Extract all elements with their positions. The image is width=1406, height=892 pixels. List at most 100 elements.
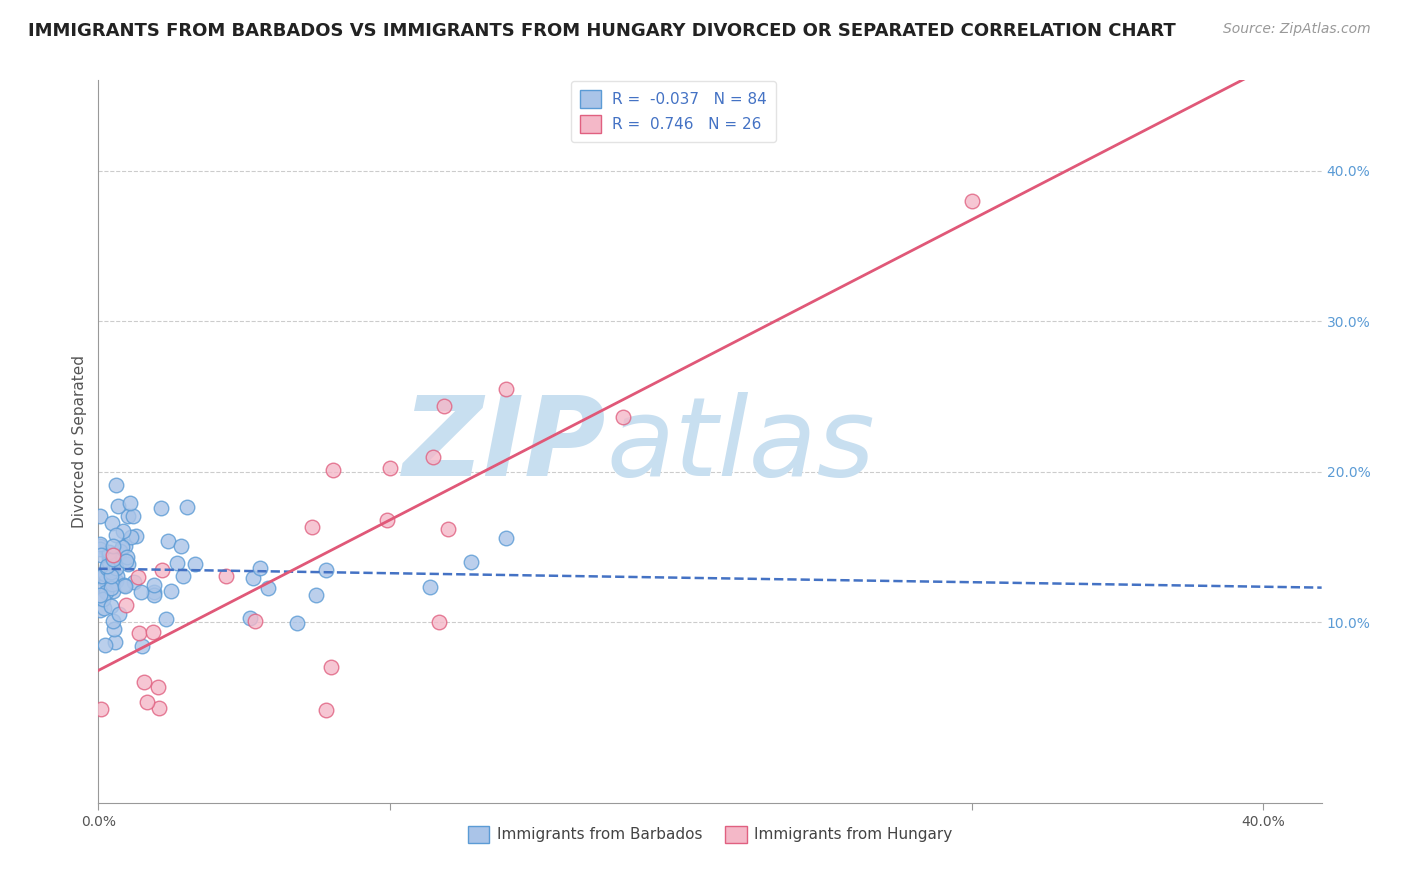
Point <box>172 569 194 583</box>
Point <box>107 499 129 513</box>
Point <box>93 579 115 593</box>
Point <box>155 612 177 626</box>
Point <box>93 600 115 615</box>
Point <box>105 568 128 582</box>
Point <box>89 539 111 553</box>
Point <box>108 544 131 558</box>
Point <box>142 578 165 592</box>
Point <box>103 551 125 566</box>
Point <box>112 578 135 592</box>
Point <box>96 558 118 573</box>
Point <box>103 551 125 566</box>
Y-axis label: Divorced or Separated: Divorced or Separated <box>72 355 87 528</box>
Point <box>89 541 111 556</box>
Point <box>150 563 173 577</box>
Point <box>427 615 450 629</box>
Point <box>117 508 139 523</box>
Point <box>105 574 128 588</box>
Point <box>120 530 142 544</box>
Point <box>100 566 122 580</box>
Text: ZIP: ZIP <box>402 392 606 499</box>
Point <box>239 611 262 625</box>
Point <box>104 478 127 492</box>
Point <box>378 461 401 475</box>
Legend: Immigrants from Barbados, Immigrants from Hungary: Immigrants from Barbados, Immigrants fro… <box>461 820 959 849</box>
Point <box>127 570 149 584</box>
Point <box>115 599 138 613</box>
Point <box>321 660 343 674</box>
Point <box>101 539 124 553</box>
Point <box>90 701 112 715</box>
Point <box>315 563 337 577</box>
Point <box>111 541 134 555</box>
Point <box>322 463 344 477</box>
Point <box>142 624 165 639</box>
Point <box>134 675 156 690</box>
Point <box>301 520 323 534</box>
Point <box>131 639 153 653</box>
Point <box>121 508 143 523</box>
Point <box>166 556 188 570</box>
Point <box>170 540 193 554</box>
Point <box>242 572 264 586</box>
Point <box>128 626 150 640</box>
Point <box>149 501 172 516</box>
Point <box>117 558 139 572</box>
Point <box>160 583 183 598</box>
Point <box>98 544 121 558</box>
Point <box>419 580 441 594</box>
Point <box>184 557 207 571</box>
Point <box>96 560 118 574</box>
Point <box>101 562 124 576</box>
Point <box>437 522 460 536</box>
Point <box>122 574 145 589</box>
Point <box>285 615 308 630</box>
Point <box>108 607 131 622</box>
Point <box>129 585 152 599</box>
Point <box>103 549 125 563</box>
Text: IMMIGRANTS FROM BARBADOS VS IMMIGRANTS FROM HUNGARY DIVORCED OR SEPARATED CORREL: IMMIGRANTS FROM BARBADOS VS IMMIGRANTS F… <box>28 22 1175 40</box>
Point <box>98 548 121 562</box>
Point <box>612 409 634 424</box>
Point <box>101 584 124 599</box>
Point <box>100 599 122 614</box>
Point <box>100 582 122 596</box>
Point <box>100 569 122 583</box>
Point <box>112 524 135 538</box>
Point <box>101 577 124 591</box>
Point <box>136 695 159 709</box>
Point <box>90 549 112 563</box>
Point <box>148 701 170 715</box>
Point <box>93 638 115 652</box>
Point <box>96 574 118 589</box>
Point <box>146 680 169 694</box>
Point <box>460 555 482 569</box>
Point <box>104 528 127 542</box>
Point <box>104 560 127 574</box>
Point <box>433 399 456 413</box>
Point <box>97 555 120 569</box>
Point <box>114 540 136 554</box>
Point <box>91 592 114 607</box>
Point <box>94 584 117 599</box>
Point <box>245 615 267 629</box>
Point <box>89 509 111 524</box>
Point <box>90 569 112 583</box>
Point <box>256 582 278 596</box>
Point <box>103 622 125 636</box>
Point <box>115 550 138 565</box>
Point <box>101 614 124 628</box>
Point <box>115 554 138 568</box>
Point <box>215 569 238 583</box>
Text: atlas: atlas <box>606 392 875 499</box>
Point <box>422 450 444 464</box>
Point <box>104 553 127 567</box>
Point <box>114 579 136 593</box>
Point <box>98 551 121 566</box>
Point <box>101 516 124 530</box>
Point <box>176 500 198 514</box>
Point <box>118 496 141 510</box>
Text: Source: ZipAtlas.com: Source: ZipAtlas.com <box>1223 22 1371 37</box>
Point <box>103 635 125 649</box>
Point <box>495 382 517 396</box>
